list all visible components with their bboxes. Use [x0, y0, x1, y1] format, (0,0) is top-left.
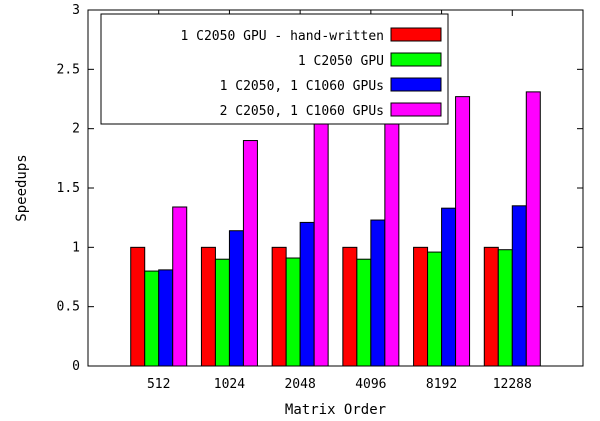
legend: 1 C2050 GPU - hand-written 1 C2050 GPU 1 C… — [100, 13, 449, 125]
legend-label: 2 C2050, 1 C1060 GPUs — [220, 104, 384, 119]
bar — [497, 249, 513, 367]
y-tick-label: 2.5 — [57, 62, 80, 77]
y-tick-label: 1.5 — [57, 181, 80, 196]
bar — [483, 246, 499, 367]
y-tick-label: 0 — [72, 359, 80, 374]
bar — [511, 205, 527, 367]
bar — [172, 206, 188, 367]
y-tick-label: 0.5 — [57, 300, 80, 315]
axis-ticks: 0 0.5 1 1.5 2 2.5 3 512 1024 2048 4096 8192 12288 — [57, 3, 583, 392]
bar — [271, 246, 287, 367]
bar — [413, 246, 429, 367]
bar — [455, 96, 471, 367]
bar — [285, 257, 301, 367]
x-tick-label: 512 — [147, 377, 170, 392]
x-tick-label: 2048 — [284, 377, 315, 392]
bar — [427, 251, 443, 367]
bar — [384, 116, 400, 367]
y-tick-label: 3 — [72, 3, 80, 18]
legend-label: 1 C2050 GPU — [298, 54, 384, 69]
bar — [299, 221, 315, 367]
x-axis-label: Matrix Order — [285, 402, 386, 418]
legend-label: 1 C2050 GPU - hand-written — [181, 29, 385, 44]
y-tick-label: 1 — [72, 240, 80, 255]
y-tick-label: 2 — [72, 122, 80, 137]
x-tick-label: 8192 — [426, 377, 457, 392]
bar — [356, 258, 372, 367]
legend-swatch — [390, 77, 442, 92]
bar — [370, 219, 386, 367]
bar — [228, 230, 244, 367]
legend-swatch — [390, 102, 442, 117]
legend-box — [100, 13, 449, 125]
x-tick-label: 1024 — [214, 377, 245, 392]
bar — [130, 246, 146, 367]
y-axis-label: Speedups — [14, 154, 30, 221]
bar — [342, 246, 358, 367]
bar — [214, 258, 230, 367]
bar — [441, 207, 457, 367]
bar — [242, 140, 258, 367]
bar — [158, 269, 174, 367]
legend-swatch — [390, 27, 442, 42]
bars — [130, 91, 541, 367]
bar — [313, 117, 329, 367]
legend-label: 1 C2050, 1 C1060 GPUs — [220, 79, 384, 94]
bar — [525, 91, 541, 367]
bar — [200, 246, 216, 367]
legend-swatch — [390, 52, 442, 67]
x-tick-label: 4096 — [355, 377, 386, 392]
bar — [144, 270, 160, 367]
x-tick-label: 12288 — [493, 377, 532, 392]
